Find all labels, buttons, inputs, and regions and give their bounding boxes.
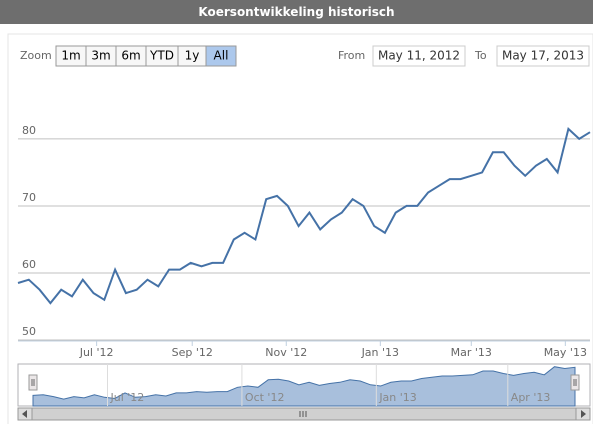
zoom-label: Zoom: [20, 49, 52, 62]
zoom-button[interactable]: [205, 45, 237, 67]
zoom-button-label[interactable]: 3m: [91, 49, 110, 63]
y-tick-label: 80: [22, 124, 36, 137]
navigator-tick-label: Jan '13: [378, 391, 416, 404]
navigator-handle[interactable]: [570, 374, 580, 391]
zoom-button-label[interactable]: 1m: [61, 49, 80, 63]
chart-frame: [7, 33, 593, 424]
x-tick-label: Mar '13: [451, 346, 492, 359]
navigator-tick-label: Apr '13: [511, 391, 551, 404]
x-tick-label: May '13: [544, 346, 587, 359]
scrollbar-thumb[interactable]: [31, 407, 577, 421]
arrow: [22, 410, 27, 418]
header-title: Koersontwikkeling historisch: [0, 0, 593, 24]
zoom-button-label[interactable]: 1y: [185, 49, 200, 63]
from-date[interactable]: May 11, 2012: [378, 49, 460, 63]
zoom-button-label[interactable]: 6m: [121, 49, 140, 63]
x-tick-label: Nov '12: [265, 346, 307, 359]
to-date[interactable]: May 17, 2013: [502, 49, 584, 63]
chart: Zoom 1m 3m 6m YTD 1y All From May 11, 2012 To May …: [7, 33, 593, 424]
y-tick-label: 70: [22, 191, 36, 204]
x-tick-label: Jan '13: [361, 346, 399, 359]
x-tick-label: Sep '12: [172, 346, 213, 359]
from-input[interactable]: [372, 45, 466, 67]
zoom-button-label[interactable]: All: [214, 49, 229, 63]
y-tick-label: 50: [22, 325, 36, 338]
navigator-handle[interactable]: [28, 374, 38, 391]
y-tick-label: 60: [22, 258, 36, 271]
navigator-area: [32, 366, 576, 407]
price-line: [17, 127, 591, 305]
from-label: From: [338, 49, 365, 62]
navigator-tick-label: Jul '12: [110, 391, 145, 404]
arrow: [581, 410, 586, 418]
to-input[interactable]: [496, 45, 590, 67]
to-label: To: [474, 49, 487, 62]
navigator-tick-label: Oct '12: [245, 391, 285, 404]
x-tick-label: Jul '12: [79, 346, 114, 359]
zoom-button-label[interactable]: YTD: [149, 49, 174, 63]
